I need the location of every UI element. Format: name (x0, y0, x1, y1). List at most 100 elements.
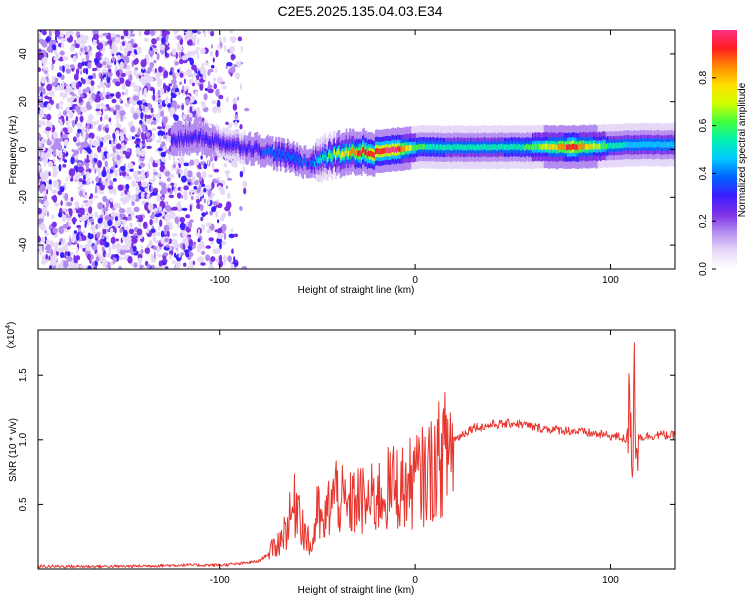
spectrogram-noise-cell (157, 99, 162, 103)
spectrogram-noise-cell (115, 238, 119, 242)
spectrogram-ridge-cell (550, 143, 553, 150)
spectrogram-ridge-cell (379, 148, 382, 155)
spectrogram-noise-cell (59, 101, 64, 105)
spectrogram-noise-cell (217, 228, 223, 234)
spectrogram-noise-cell (78, 96, 83, 103)
spectrogram-noise-cell (65, 177, 68, 182)
spectrogram-noise-cell (48, 179, 52, 186)
spectrogram-noise-cell (95, 256, 100, 262)
spectrogram-ridge-cell (529, 143, 532, 150)
spectrogram-noise-cell (102, 155, 106, 161)
spectrogram-noise-cell (115, 123, 122, 129)
spectrogram-noise-cell (229, 66, 236, 74)
spectrogram-noise-cell (192, 260, 195, 266)
spectrogram-noise-cell (160, 241, 166, 245)
spectrogram-noise-cell (44, 247, 50, 251)
spectrogram-ridge-cell (318, 157, 321, 164)
spectrogram-ridge-cell (295, 158, 297, 165)
spectrogram-noise-cell (152, 93, 156, 101)
spectrogram-ridge-cell (573, 143, 575, 150)
spectrogram-ridge-cell (514, 144, 517, 150)
spectrogram-noise-cell (119, 45, 123, 52)
spectrogram-ridge-cell (536, 144, 539, 150)
spectrogram-noise-cell (200, 216, 204, 222)
snr-panel: -100 0 100 0.5 1.0 1.5 Height of straight li… (5, 322, 676, 596)
spectrogram-noise-cell (126, 207, 132, 211)
spectrogram-noise-cell (102, 259, 108, 268)
spectrogram-noise-cell (65, 68, 72, 74)
spectrogram-noise-cell (80, 244, 83, 249)
spectrogram-noise-cell (62, 56, 69, 61)
spectrogram-noise-cell (123, 254, 130, 259)
spectrogram-noise-cell (42, 58, 48, 64)
spectrogram-noise-cell (82, 141, 89, 148)
spectrogram-noise-cell (160, 156, 166, 162)
spectrogram-noise-cell (54, 202, 60, 207)
spectrogram-ridge-cell (316, 156, 318, 163)
spectrogram-ridge-cell (527, 143, 530, 150)
spectrogram-noise-cell (61, 152, 66, 158)
spectrogram-ridge-cell (182, 138, 185, 145)
spectrogram-noise-cell (189, 189, 196, 193)
spectrogram-ridge-cell (187, 134, 190, 140)
spectrogram-x-tick-label: 100 (602, 275, 619, 286)
spectrogram-ridge-cell (320, 158, 323, 164)
spectrogram-ridge-cell (386, 147, 389, 153)
spectrogram-noise-cell (135, 143, 141, 149)
spectrogram-noise-cell (38, 132, 42, 141)
spectrogram-noise-cell (157, 231, 161, 237)
spectrogram-noise-cell (38, 219, 42, 225)
spectrogram-ridge-cell (600, 144, 602, 150)
spectrogram-noise-cell (118, 132, 124, 137)
spectrogram-noise-cell (95, 176, 100, 183)
spectrogram-noise-cell (127, 42, 132, 50)
spectrogram-noise-cell (187, 57, 194, 62)
spectrogram-noise-cell (115, 70, 120, 77)
spectrogram-ridge-cell (622, 142, 624, 149)
spectrogram-noise-cell (62, 163, 67, 168)
spectrogram-noise-cell (85, 162, 90, 167)
spectrogram-ridge-cell (618, 142, 621, 149)
spectrogram-noise-cell (188, 239, 194, 247)
spectrogram-noise-cell (156, 173, 163, 178)
spectrogram-ridge-cell (585, 143, 588, 150)
spectrogram-noise-cell (205, 222, 212, 227)
spectrogram-noise-cell (234, 120, 238, 128)
spectrogram-noise-cell (106, 75, 111, 84)
spectrogram-noise-cell (205, 184, 212, 190)
spectrogram-noise-cell (213, 83, 217, 90)
spectrogram-ridge-cell (413, 144, 416, 151)
spectrogram-noise-cell (159, 44, 166, 51)
spectrogram-noise-cell (54, 30, 60, 38)
spectrogram-noise-cell (51, 221, 57, 228)
spectrogram-noise-cell (53, 57, 57, 61)
spectrogram-ridge-cell (508, 144, 511, 151)
spectrogram-noise-cell (181, 207, 188, 212)
spectrogram-ridge-cell (474, 145, 477, 151)
spectrogram-ridge-cell (583, 143, 586, 150)
spectrogram-noise-cell (114, 36, 121, 44)
spectrogram-noise-cell (122, 216, 128, 220)
spectrogram-noise-cell (154, 213, 161, 218)
spectrogram-ridge-cell (645, 141, 648, 148)
spectrogram-noise-cell (55, 251, 60, 256)
spectrogram-ridge-cell (563, 144, 566, 151)
spectrogram-ridge-cell (580, 143, 582, 150)
spectrogram-noise-cell (87, 75, 94, 80)
spectrogram-ridge-cell (292, 152, 295, 158)
spectrogram-noise-cell (97, 145, 102, 153)
spectrogram-ridge-cell (417, 144, 419, 151)
snr-x-label: Height of straight line (km) (298, 585, 415, 596)
spectrogram-noise-cell (227, 177, 233, 181)
spectrogram-ridge-cell (308, 161, 310, 167)
spectrogram-noise-cell (57, 263, 63, 269)
spectrogram-ridge-cell (612, 142, 615, 149)
spectrogram-noise-cell (87, 232, 91, 238)
spectrogram-noise-cell (197, 37, 200, 46)
spectrogram-ridge-cell (418, 143, 420, 150)
spectrogram-noise-cell (176, 192, 182, 199)
spectrogram-noise-cell (99, 191, 105, 195)
spectrogram-noise-cell (167, 183, 171, 188)
spectrogram-noise-cell (54, 242, 61, 246)
spectrogram-y-tick-label: 40 (18, 48, 29, 60)
